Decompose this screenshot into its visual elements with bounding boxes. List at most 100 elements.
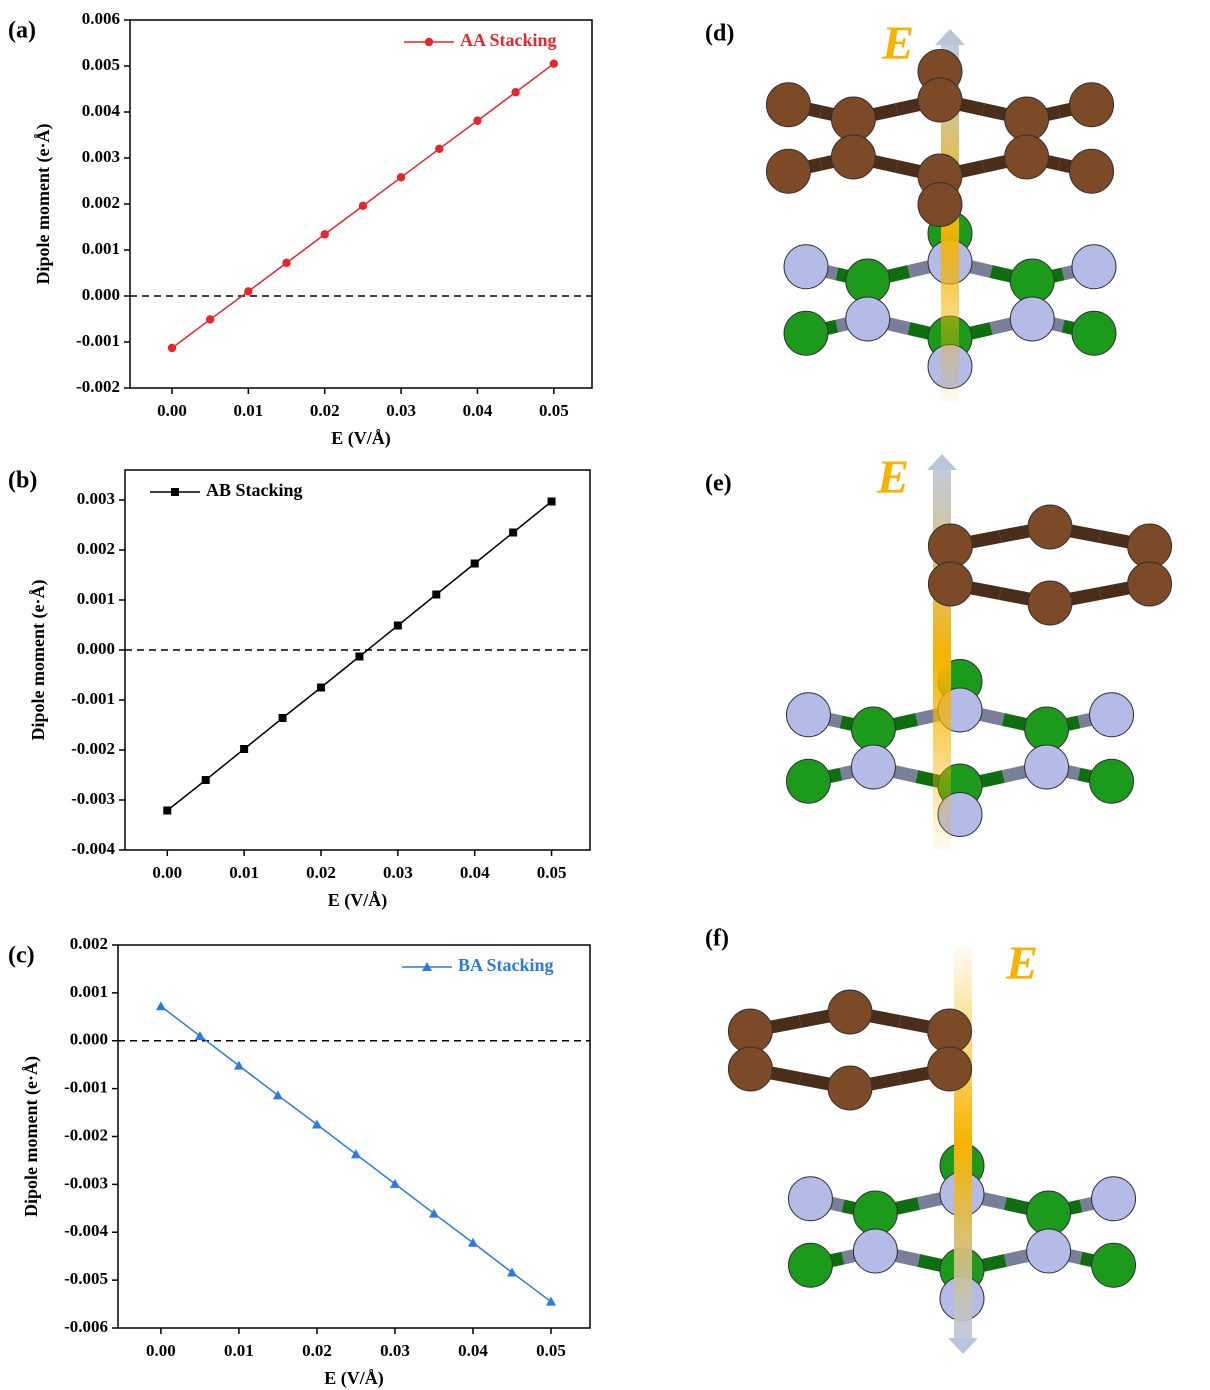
atom — [786, 759, 830, 803]
x-tick-label: 0.03 — [383, 863, 413, 882]
atom — [831, 97, 875, 141]
legend-marker — [171, 488, 179, 496]
marker — [359, 202, 367, 210]
x-tick-label: 0.00 — [157, 401, 187, 420]
atom — [1092, 1177, 1136, 1221]
atom-layer — [728, 990, 971, 1110]
marker — [548, 498, 556, 506]
y-tick-label: -0.001 — [76, 331, 120, 350]
marker — [202, 776, 210, 784]
atom — [1010, 297, 1054, 341]
atom — [1005, 135, 1049, 179]
y-tick-label: 0.002 — [77, 539, 115, 558]
y-tick-label: -0.003 — [71, 789, 115, 808]
atom — [1027, 1229, 1071, 1273]
marker — [546, 1297, 556, 1306]
y-tick-label: 0.000 — [70, 1030, 108, 1049]
x-tick-label: 0.03 — [386, 401, 416, 420]
y-tick-label: 0.001 — [82, 239, 120, 258]
x-tick-label: 0.05 — [539, 401, 569, 420]
plot-frame — [118, 945, 590, 1328]
atom — [766, 149, 810, 193]
atom — [1128, 524, 1172, 568]
arrow-head — [935, 29, 965, 45]
field-label: E — [881, 17, 914, 70]
panel-label: (d) — [705, 21, 734, 47]
y-tick-label: 0.005 — [82, 55, 120, 74]
x-tick-label: 0.02 — [302, 1341, 332, 1360]
marker — [273, 1090, 283, 1099]
atom — [846, 259, 890, 303]
atom-layer — [928, 505, 1171, 625]
atom — [1028, 581, 1072, 625]
marker — [206, 315, 214, 323]
atom — [853, 1191, 897, 1235]
x-tick-label: 0.01 — [224, 1341, 254, 1360]
y-tick-label: 0.004 — [82, 101, 121, 120]
y-tick-label: -0.002 — [64, 1125, 108, 1144]
marker — [355, 653, 363, 661]
atom — [918, 78, 962, 122]
marker — [234, 1061, 244, 1070]
x-axis-label: E (V/Å) — [328, 890, 388, 911]
x-tick-label: 0.04 — [458, 1341, 488, 1360]
x-tick-label: 0.05 — [536, 1341, 566, 1360]
x-tick-label: 0.04 — [460, 863, 490, 882]
atom — [831, 135, 875, 179]
marker — [509, 529, 517, 537]
marker — [351, 1149, 361, 1158]
marker — [468, 1238, 478, 1247]
marker — [168, 344, 176, 352]
atom — [784, 245, 828, 289]
marker — [317, 684, 325, 692]
y-tick-label: 0.002 — [82, 193, 120, 212]
arrow-head — [927, 454, 957, 470]
x-tick-label: 0.01 — [229, 863, 259, 882]
marker — [390, 1179, 400, 1188]
figure: (a)-0.002-0.0010.0000.0010.0020.0030.004… — [0, 0, 1210, 1390]
marker — [240, 745, 248, 753]
marker — [511, 88, 519, 96]
y-tick-label: -0.005 — [64, 1269, 108, 1288]
x-axis-label: E (V/Å) — [324, 1368, 384, 1389]
legend-marker — [425, 38, 433, 46]
atom — [1010, 259, 1054, 303]
marker — [432, 591, 440, 599]
atom-layer — [766, 50, 1113, 227]
y-tick-label: 0.000 — [82, 285, 120, 304]
y-tick-label: -0.001 — [71, 689, 115, 708]
x-tick-label: 0.00 — [146, 1341, 176, 1360]
atom — [1070, 83, 1114, 127]
y-tick-label: -0.002 — [76, 377, 120, 396]
field-label: E — [876, 451, 909, 504]
x-tick-label: 0.02 — [310, 401, 340, 420]
panel-label: (f) — [705, 926, 729, 952]
atom — [788, 1243, 832, 1287]
y-tick-label: 0.003 — [77, 489, 115, 508]
atom — [918, 183, 962, 227]
atom — [851, 745, 895, 789]
atom — [828, 990, 872, 1034]
atom — [828, 1066, 872, 1110]
y-tick-label: -0.003 — [64, 1173, 108, 1192]
marker — [429, 1209, 439, 1218]
x-tick-label: 0.05 — [537, 863, 567, 882]
y-tick-label: -0.006 — [64, 1317, 108, 1336]
y-axis-label: Dipole moment (e·Å) — [28, 580, 49, 741]
y-tick-label: 0.006 — [82, 9, 120, 28]
marker — [321, 230, 329, 238]
y-tick-label: 0.001 — [77, 589, 115, 608]
atom — [1072, 245, 1116, 289]
atom — [1090, 759, 1134, 803]
x-tick-label: 0.02 — [306, 863, 336, 882]
atom — [928, 1009, 972, 1053]
x-tick-label: 0.00 — [152, 863, 182, 882]
atom — [1027, 1191, 1071, 1235]
atom — [1128, 562, 1172, 606]
y-tick-label: -0.004 — [64, 1221, 108, 1240]
marker — [435, 145, 443, 153]
y-tick-label: -0.001 — [64, 1078, 108, 1097]
panel-label: (e) — [705, 471, 732, 497]
marker — [279, 714, 287, 722]
atom-layer — [786, 660, 1133, 837]
